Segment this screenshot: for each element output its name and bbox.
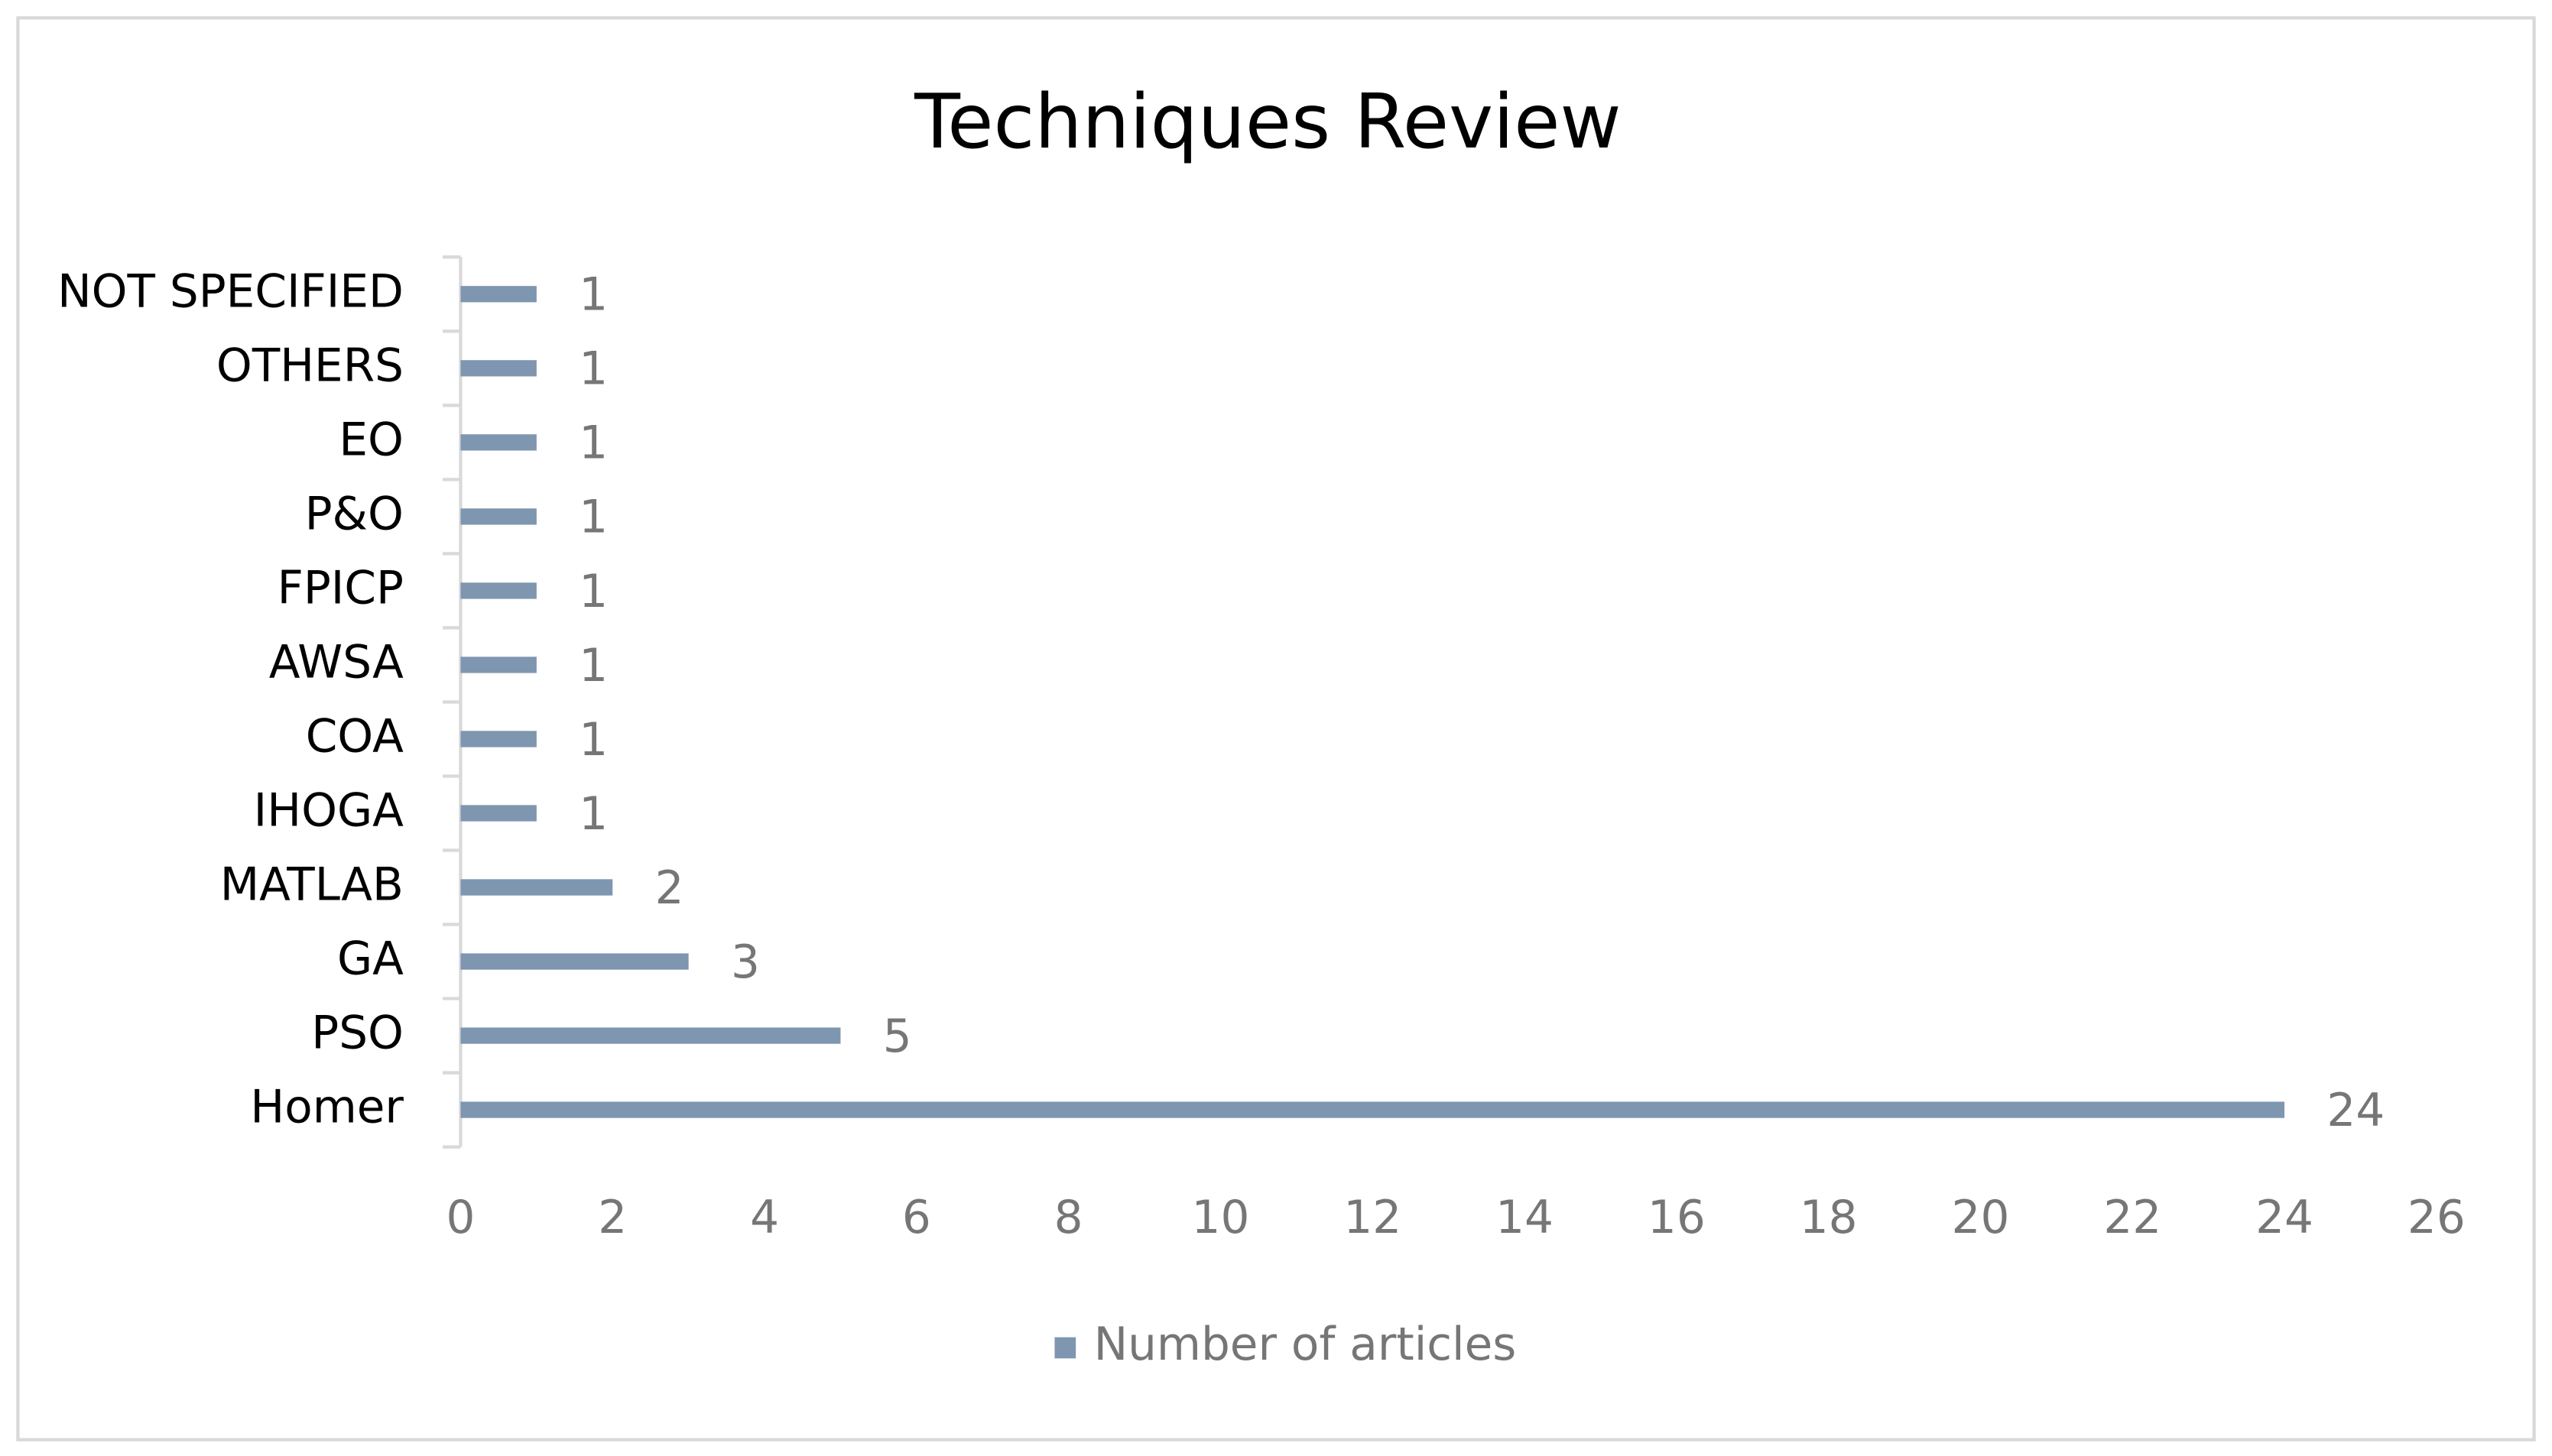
data-label: 1: [579, 714, 608, 767]
x-tick-label: 18: [1800, 1192, 1858, 1244]
data-label: 1: [579, 788, 608, 841]
x-tick-label: 8: [1054, 1192, 1083, 1244]
data-label: 2: [655, 862, 684, 915]
x-tick-label: 10: [1192, 1192, 1250, 1244]
chart-frame: [16, 16, 2536, 1441]
data-label: 1: [579, 343, 608, 396]
y-tick-label: IHOGA: [254, 785, 404, 838]
y-tick-label: MATLAB: [220, 859, 404, 912]
x-tick-label: 24: [2255, 1192, 2313, 1244]
bar: [460, 508, 537, 525]
x-tick-label: 14: [1495, 1192, 1554, 1244]
x-tick-label: 0: [446, 1192, 475, 1244]
bar: [460, 434, 537, 451]
bar: [460, 1027, 841, 1044]
y-tick-label: NOT SPECIFIED: [57, 265, 404, 318]
y-tick-label: FPICP: [278, 563, 404, 615]
bar: [460, 879, 613, 896]
x-tick-label: 26: [2408, 1192, 2466, 1244]
x-tick-label: 22: [2103, 1192, 2161, 1244]
bar: [460, 582, 537, 599]
x-tick-label: 20: [1952, 1192, 2010, 1244]
y-tick-label: PSO: [311, 1007, 404, 1060]
bar: [460, 731, 537, 747]
data-label: 5: [883, 1010, 912, 1063]
bar: [460, 805, 537, 822]
y-tick-label: EO: [339, 413, 404, 466]
chart-title: Techniques Review: [914, 79, 1621, 166]
legend-swatch: [1054, 1337, 1076, 1359]
y-tick-label: Homer: [250, 1081, 404, 1134]
x-tick-label: 4: [750, 1192, 779, 1244]
bar: [460, 286, 537, 303]
bar: [460, 360, 537, 377]
data-label: 1: [579, 491, 608, 544]
bar: [460, 657, 537, 673]
bar: [460, 953, 689, 970]
data-label: 1: [579, 269, 608, 322]
y-tick-label: AWSA: [269, 637, 404, 689]
x-tick-label: 12: [1343, 1192, 1401, 1244]
y-tick-label: COA: [306, 711, 404, 764]
y-tick-label: OTHERS: [216, 339, 404, 392]
data-label: 1: [579, 566, 608, 618]
data-label: 1: [579, 640, 608, 692]
x-tick-label: 6: [902, 1192, 931, 1244]
x-tick-label: 16: [1648, 1192, 1706, 1244]
data-label: 24: [2326, 1085, 2385, 1137]
data-label: 1: [579, 417, 608, 470]
y-tick-label: GA: [337, 933, 404, 986]
legend-label: Number of articles: [1094, 1318, 1517, 1371]
bar: [460, 1101, 2285, 1118]
data-label: 3: [731, 936, 760, 989]
y-tick-label: P&O: [305, 488, 404, 540]
x-tick-label: 2: [598, 1192, 627, 1244]
